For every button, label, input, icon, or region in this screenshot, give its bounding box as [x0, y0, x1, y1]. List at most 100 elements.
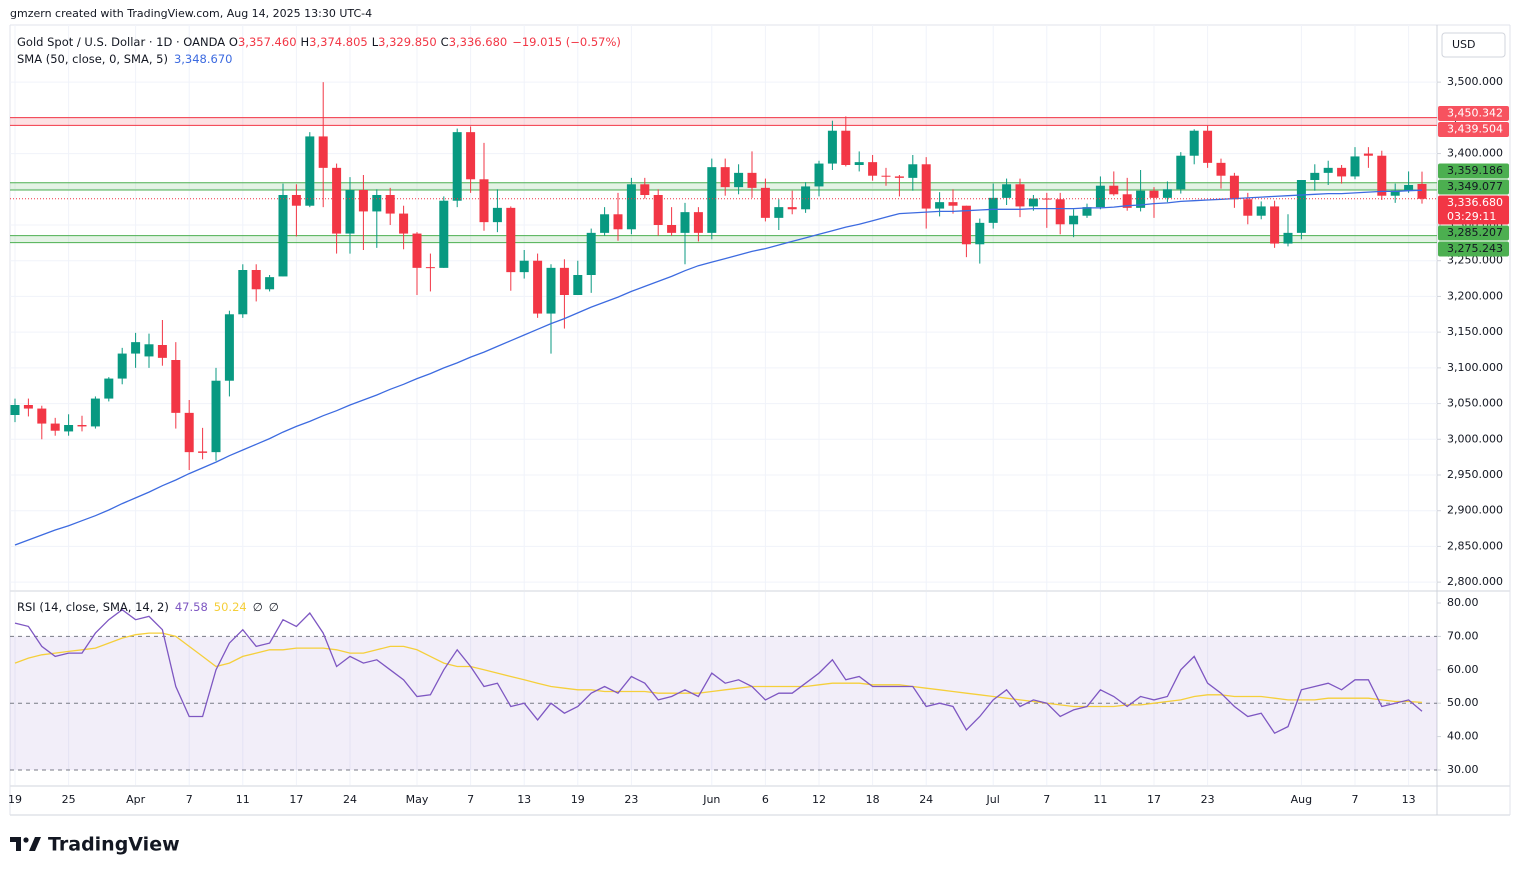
legend-value: 50.24	[214, 600, 247, 614]
candle-body	[1417, 183, 1427, 199]
candle-body	[787, 207, 797, 210]
y-tick-label: 60.00	[1447, 663, 1479, 676]
price-badge-label: 3,439.504	[1447, 122, 1503, 135]
candle-body	[305, 136, 315, 206]
price-badge-label: 3,285.207	[1447, 226, 1503, 239]
x-tick-label: 19	[8, 793, 22, 806]
price-legend: Gold Spot / U.S. Dollar · 1D · OANDA O3,3…	[17, 35, 621, 49]
candle-body	[1390, 190, 1400, 196]
candle-body	[251, 270, 261, 290]
candle-body	[1069, 215, 1079, 225]
candle-body	[640, 184, 650, 195]
x-tick-label: Apr	[126, 793, 146, 806]
y-tick-label: 2,950.000	[1447, 468, 1503, 481]
candle-body	[814, 163, 824, 187]
candle-body	[854, 162, 864, 165]
candle-body	[734, 172, 744, 188]
y-tick-label: 30.00	[1447, 763, 1479, 776]
candle-body	[332, 167, 342, 234]
candle-body	[948, 202, 958, 206]
legend-key: L	[372, 35, 379, 49]
candle-body	[425, 267, 435, 269]
y-tick-label: 2,800.000	[1447, 575, 1503, 588]
candle-body	[680, 212, 690, 233]
price-badge-label: 3,450.342	[1447, 106, 1503, 119]
legend-value: 3,357.460	[238, 35, 297, 49]
candle-body	[1296, 180, 1306, 233]
price-badge	[1438, 225, 1509, 241]
candle-body	[1015, 184, 1025, 207]
candle-body	[1404, 185, 1414, 191]
x-tick-label: 23	[1201, 793, 1215, 806]
candle-body	[827, 130, 837, 164]
candle-body	[693, 212, 703, 233]
legend-name: SMA (50, close, 0, SMA, 5)	[17, 52, 168, 66]
legend-extra: ∅	[269, 600, 279, 614]
candle-body	[961, 205, 971, 245]
candle-body	[50, 423, 60, 431]
x-tick-label: 12	[812, 793, 826, 806]
candle-body	[1283, 232, 1293, 244]
candle-body	[613, 214, 623, 230]
candle-body	[894, 176, 904, 178]
candle-body	[1055, 199, 1065, 225]
y-tick-label: 3,150.000	[1447, 325, 1503, 338]
x-tick-label: May	[406, 793, 429, 806]
candle-body	[1028, 198, 1038, 207]
x-tick-label: 7	[1352, 793, 1359, 806]
y-tick-label: 70.00	[1447, 629, 1479, 642]
candle-body	[1109, 185, 1119, 195]
candle-body	[988, 197, 998, 223]
candle-body	[1203, 130, 1213, 163]
candle-body	[1243, 199, 1253, 216]
legend-key: C	[441, 35, 449, 49]
candle-body	[1095, 185, 1105, 208]
legend-value: 47.58	[175, 600, 208, 614]
candle-body	[908, 164, 918, 178]
candle-body	[559, 267, 569, 295]
x-tick-label: 7	[1043, 793, 1050, 806]
candle-body	[1149, 190, 1159, 198]
candle-body	[935, 202, 945, 209]
candle-body	[519, 260, 529, 273]
logo-text: TradingView	[48, 834, 180, 856]
candle-body	[104, 378, 114, 399]
price-badge	[1438, 241, 1509, 257]
candle-body	[747, 172, 757, 188]
candle-body	[23, 405, 33, 409]
candle-body	[626, 184, 636, 230]
currency-button[interactable]	[1441, 32, 1506, 58]
currency-label[interactable]: USD	[1452, 38, 1476, 51]
y-tick-label: 3,500.000	[1447, 75, 1503, 88]
legend-key: O	[229, 35, 238, 49]
candle-body	[412, 233, 422, 268]
candle-body	[211, 380, 221, 453]
rsi-line	[14, 632, 1423, 708]
candle-body	[1256, 206, 1266, 216]
candle-body	[1122, 194, 1132, 208]
x-tick-label: 13	[1402, 793, 1416, 806]
candle-body	[801, 186, 811, 210]
logo: TradingView	[10, 834, 180, 856]
legend-value: 3,329.850	[378, 35, 437, 49]
candle-body	[1216, 162, 1226, 176]
price-badge-label: 3,275.243	[1447, 242, 1503, 255]
y-tick-label: 3,400.000	[1447, 147, 1503, 160]
candle-body	[1162, 189, 1172, 198]
x-tick-label: 24	[919, 793, 933, 806]
logo-mark	[29, 837, 41, 851]
candle-body	[117, 353, 127, 379]
candle-body	[881, 175, 891, 177]
candle-body	[345, 190, 355, 234]
candle-body	[492, 207, 502, 223]
candle-body	[1002, 184, 1012, 198]
candle-body	[868, 162, 878, 176]
price-badge	[1438, 195, 1509, 225]
candle-body	[1363, 153, 1373, 156]
legend-extra: ∅	[253, 600, 263, 614]
candle-body	[90, 398, 100, 427]
candle-body	[1350, 156, 1360, 177]
candle-body	[573, 275, 583, 295]
x-tick-label: 11	[1093, 793, 1107, 806]
candle-body	[224, 314, 234, 381]
